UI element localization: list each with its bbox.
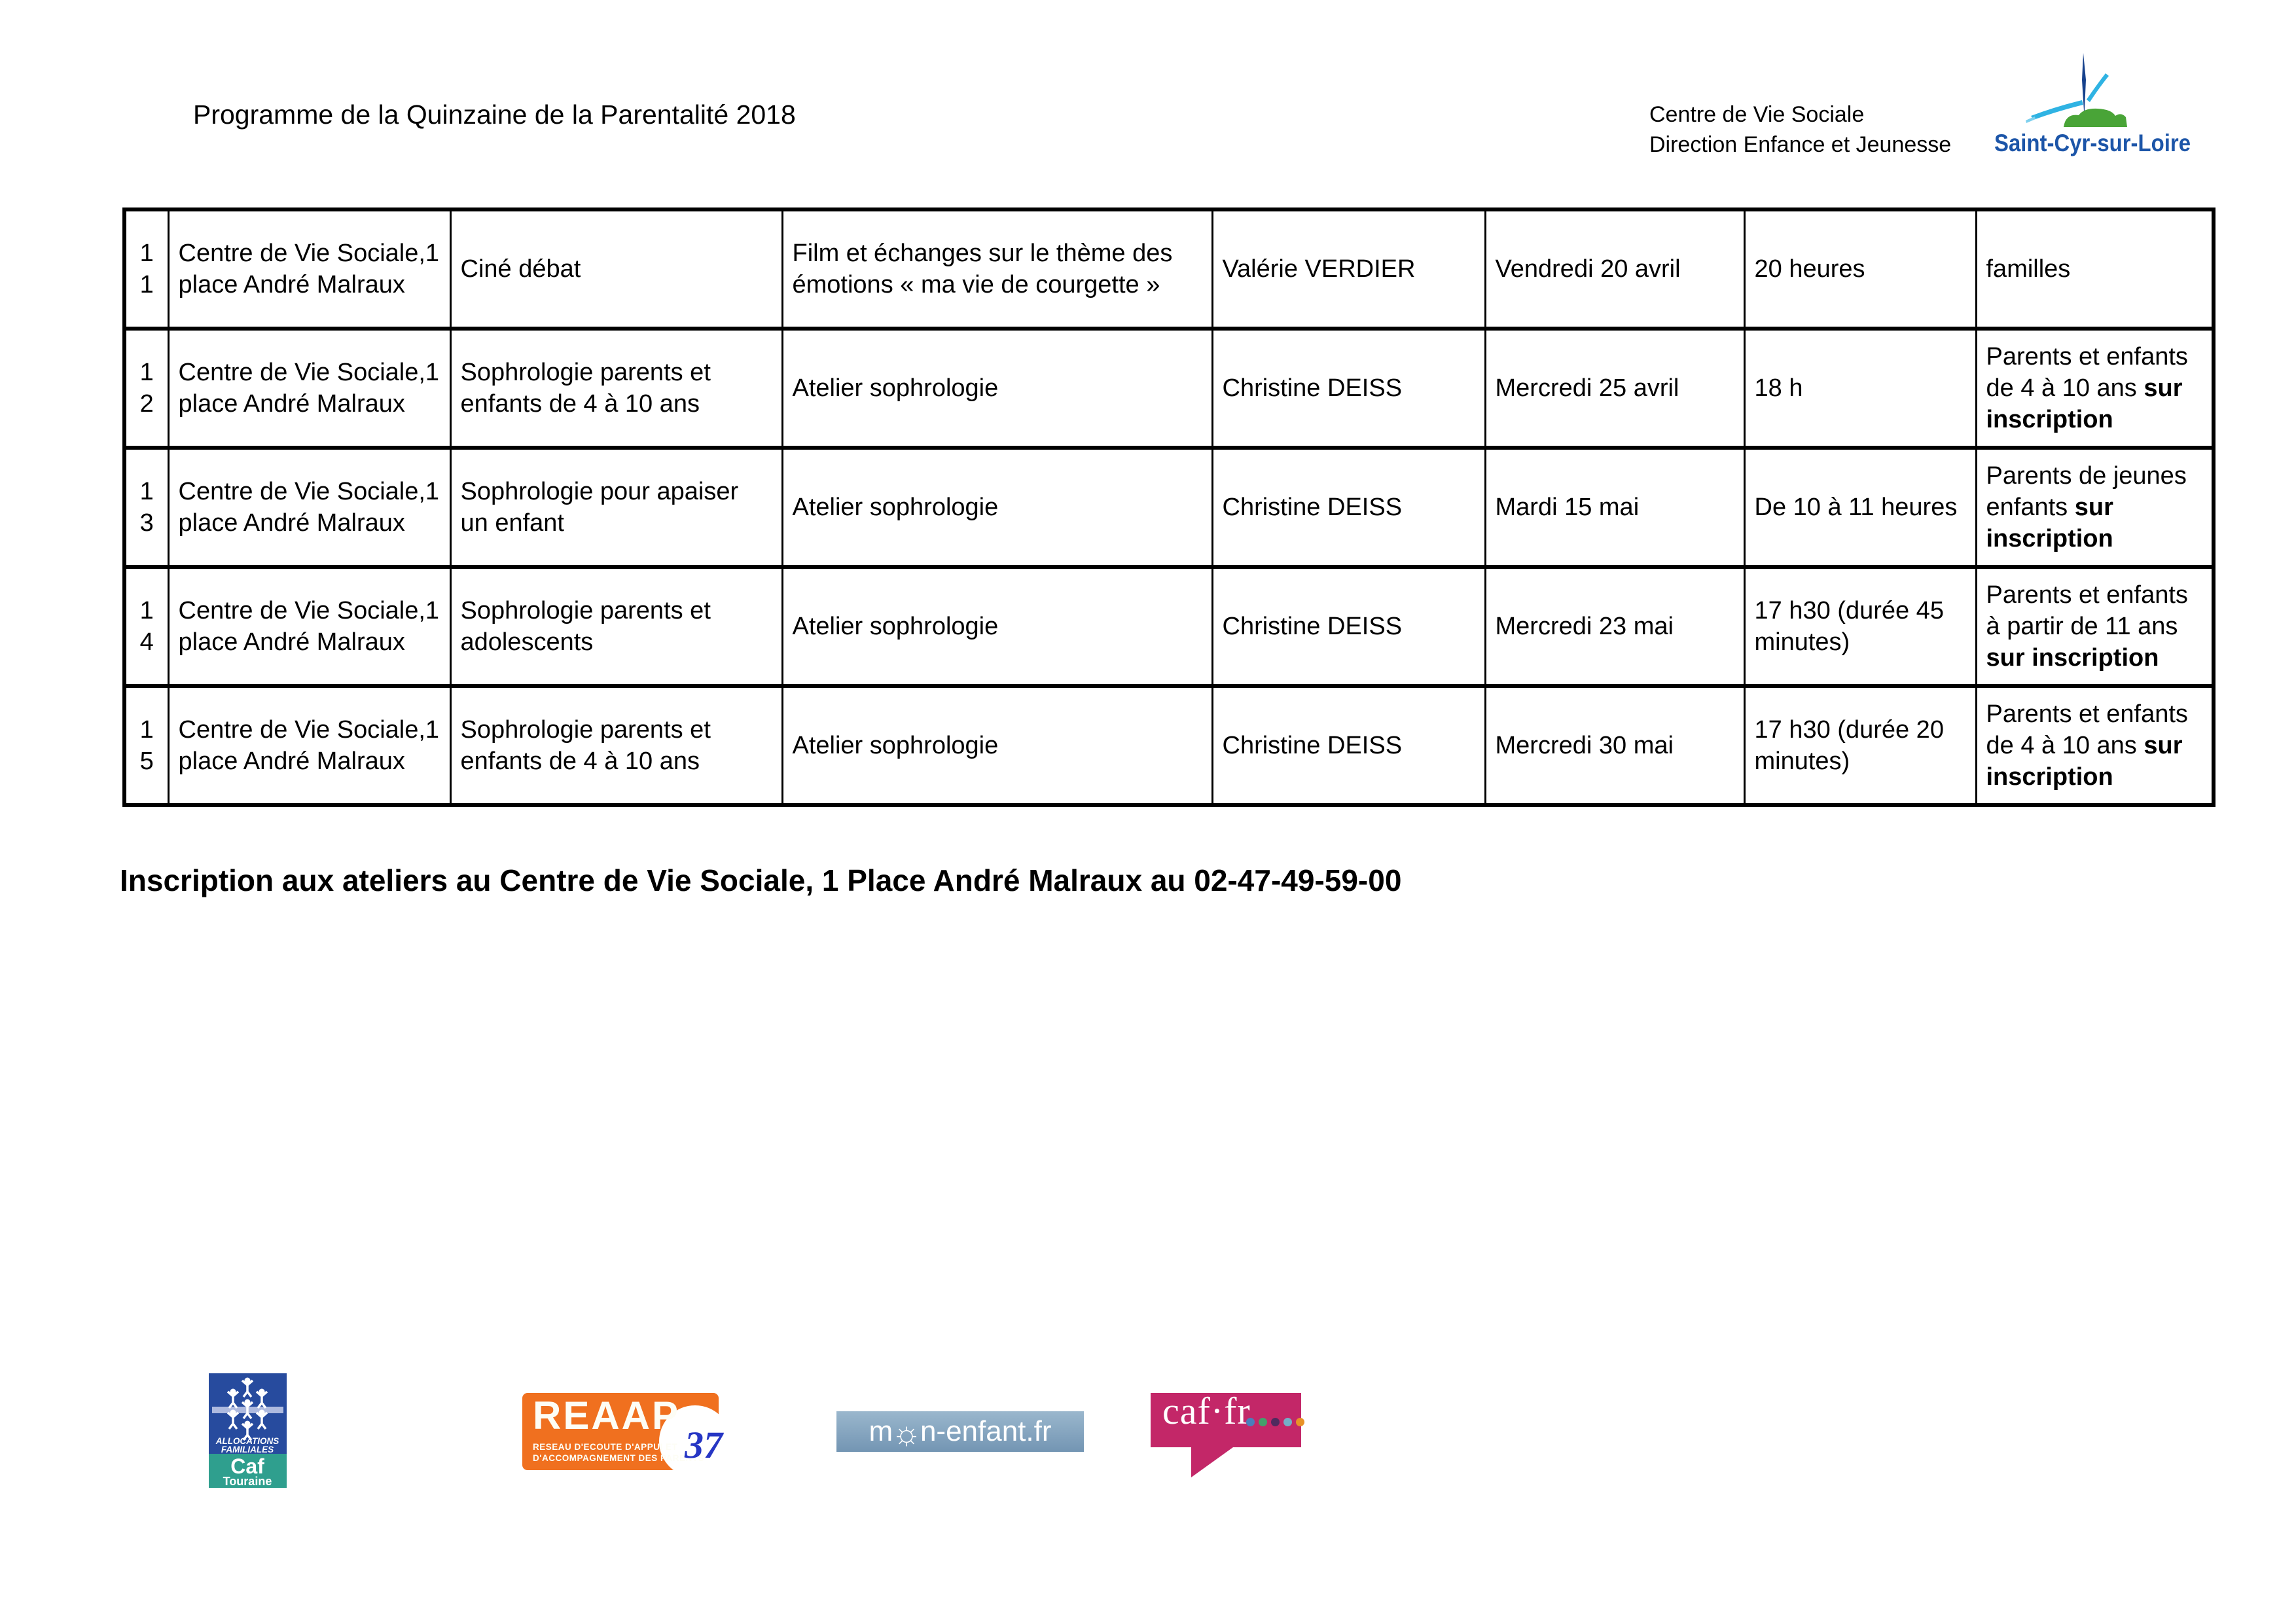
date-cell: Mercredi 30 mai: [1484, 684, 1746, 807]
swoosh-icon: [2087, 73, 2109, 102]
mon-enfant-logo: m ☼ n-enfant.fr: [836, 1411, 1084, 1452]
speaker-cell: Christine DEISS: [1211, 684, 1486, 807]
caf-fr-logo: caf·fr: [1151, 1390, 1304, 1477]
dot: [1271, 1418, 1280, 1426]
swoosh-icon: [2026, 117, 2036, 123]
swoosh-icon: [2031, 100, 2083, 120]
speech-bubble-tail-icon: [1191, 1447, 1233, 1477]
caf-fr-text: caf·fr: [1162, 1390, 1251, 1432]
location-cell: Centre de Vie Sociale,1 place André Malr…: [167, 446, 452, 569]
time-cell: 17 h30 (durée 45 minutes): [1743, 565, 1977, 688]
inscription-note: Inscription aux ateliers au Centre de Vi…: [120, 863, 1402, 897]
speaker-cell: Christine DEISS: [1211, 327, 1486, 450]
description-cell: Atelier sophrologie: [781, 327, 1213, 450]
description-cell: Atelier sophrologie: [781, 446, 1213, 569]
activity-cell: Sophrologie pour apaiser un enfant: [449, 446, 783, 569]
city-logo-text: Saint-Cyr-sur-Loire: [1994, 130, 2191, 156]
caf-teal-panel: [209, 1454, 287, 1488]
activity-cell: Ciné débat: [449, 208, 783, 331]
date-cell: Vendredi 20 avril: [1484, 208, 1746, 331]
caf-line2: FAMILIALES: [221, 1445, 274, 1454]
description-cell: Atelier sophrologie: [781, 565, 1213, 688]
reaap-name: REAAP: [533, 1394, 681, 1437]
reaap-circle: [659, 1405, 731, 1477]
activity-cell: Sophrologie parents et adolescents: [449, 565, 783, 688]
dot: [1296, 1418, 1304, 1426]
audience-cell: Parents et enfants de 4 à 10 ans sur ins…: [1975, 327, 2215, 450]
hill-icon: [2064, 108, 2127, 127]
audience-cell: Parents de jeunes enfants sur inscriptio…: [1975, 446, 2215, 569]
page-title: Programme de la Quinzaine de la Parental…: [193, 99, 796, 130]
description-cell: Atelier sophrologie: [781, 684, 1213, 807]
location-cell: Centre de Vie Sociale,1 place André Malr…: [167, 565, 452, 688]
audience-cell: Parents et enfants à partir de 11 ans su…: [1975, 565, 2215, 688]
activity-cell: Sophrologie parents et enfants de 4 à 10…: [449, 327, 783, 450]
org-department: Direction Enfance et Jeunesse: [1649, 132, 1952, 157]
time-cell: 18 h: [1743, 327, 1977, 450]
date-cell: Mercredi 23 mai: [1484, 565, 1746, 688]
saint-cyr-sur-loire-logo: Saint-Cyr-sur-Loire: [1994, 53, 2191, 156]
dot: [1259, 1418, 1267, 1426]
steeple-icon: [2082, 53, 2086, 117]
speaker-cell: Christine DEISS: [1211, 565, 1486, 688]
caf-fr-dots: [1246, 1418, 1304, 1426]
location-cell: Centre de Vie Sociale,1 place André Malr…: [167, 327, 452, 450]
reaap-logo: REAAP RESEAU D'ECOUTE D'APPUI ET D'ACCOM…: [522, 1393, 731, 1477]
caf-line1: ALLOCATIONS: [215, 1436, 279, 1446]
location-cell: Centre de Vie Sociale,1 place André Malr…: [167, 208, 452, 331]
speaker-cell: Christine DEISS: [1211, 446, 1486, 569]
org-block: Centre de Vie Sociale Direction Enfance …: [1649, 99, 1951, 160]
caf-name: Caf: [230, 1454, 264, 1478]
date-cell: Mercredi 25 avril: [1484, 327, 1746, 450]
time-cell: 17 h30 (durée 20 minutes): [1743, 684, 1977, 807]
speaker-cell: Valérie VERDIER: [1211, 208, 1486, 331]
caf-region: Touraine: [223, 1475, 272, 1488]
location-cell: Centre de Vie Sociale,1 place André Malr…: [167, 684, 452, 807]
dot: [1283, 1418, 1292, 1426]
description-cell: Film et échanges sur le thème des émotio…: [781, 208, 1213, 331]
time-cell: De 10 à 11 heures: [1743, 446, 1977, 569]
audience-cell: Parents et enfants de 4 à 10 ans sur ins…: [1975, 684, 2215, 807]
dot: [1246, 1418, 1255, 1426]
date-cell: Mardi 15 mai: [1484, 446, 1746, 569]
reaap-subtitle: RESEAU D'ECOUTE D'APPUI ET D'ACCOMPAGNEM…: [533, 1442, 704, 1463]
reaap-number: 37: [685, 1424, 723, 1466]
audience-cell: familles: [1975, 208, 2215, 331]
caf-touraine-logo: ALLOCATIONS FAMILIALES Caf Touraine: [209, 1373, 287, 1488]
org-name: Centre de Vie Sociale: [1649, 102, 1865, 127]
activity-cell: Sophrologie parents et enfants de 4 à 10…: [449, 684, 783, 807]
time-cell: 20 heures: [1743, 208, 1977, 331]
